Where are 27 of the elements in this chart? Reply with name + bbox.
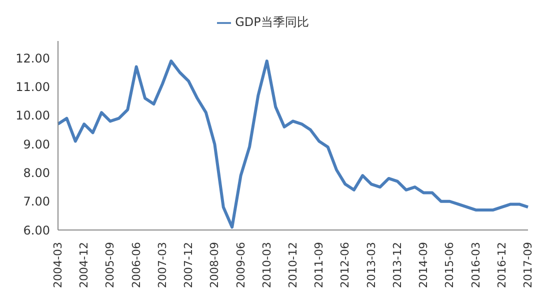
x-tick-label: 2007-03 — [156, 242, 169, 288]
x-tick-label: 2004-03 — [52, 242, 64, 288]
y-tick-label: 12.00 — [16, 51, 50, 66]
y-tick-label: 7.00 — [23, 194, 50, 209]
x-tick-label: 2015-06 — [443, 242, 456, 288]
legend-label: GDP当季同比 — [235, 15, 309, 29]
x-tick-label: 2010-12 — [286, 242, 300, 288]
y-tick-label: 10.00 — [16, 108, 50, 123]
x-tick-label: 2016-03 — [469, 242, 482, 288]
x-tick-label: 2004-12 — [78, 242, 91, 288]
x-tick-label: 2011-09 — [312, 242, 326, 288]
x-tick-label: 2007-12 — [182, 242, 196, 288]
x-tick-label: 2005-09 — [104, 242, 117, 288]
x-tick-label: 2013-12 — [390, 242, 404, 288]
y-tick-label: 11.00 — [16, 80, 50, 94]
x-tick-label: 2016-12 — [495, 242, 508, 288]
x-tick-label: 2009-06 — [234, 242, 248, 288]
x-tick-label: 2017-09 — [522, 242, 534, 288]
x-tick-label: 2006-06 — [130, 242, 143, 288]
x-tick-label: 2014-09 — [417, 242, 430, 288]
x-tick-label: 2012-06 — [338, 242, 352, 288]
x-tick-label: 2008-09 — [208, 242, 222, 288]
x-tick-label: 2013-03 — [364, 242, 378, 288]
y-tick-label: 9.00 — [23, 137, 50, 152]
y-tick-label: 8.00 — [23, 166, 50, 180]
y-tick-label: 6.00 — [23, 223, 50, 238]
x-tick-label: 2010-03 — [260, 242, 274, 288]
